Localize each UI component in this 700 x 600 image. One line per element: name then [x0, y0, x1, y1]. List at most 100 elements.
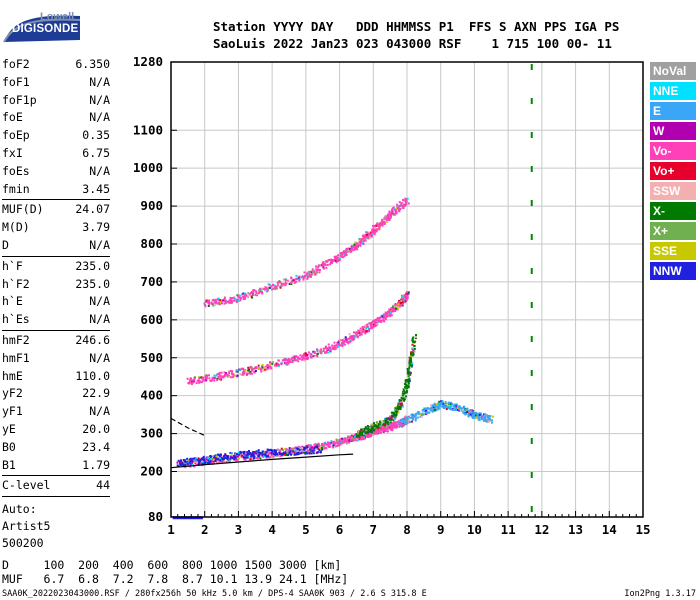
echo-point: [258, 454, 261, 457]
echo-point: [321, 446, 324, 449]
echo-point: [286, 452, 289, 455]
echo-point: [292, 450, 295, 453]
echo-point: [265, 451, 268, 454]
echo-point: [204, 377, 207, 380]
echo-point: [353, 439, 356, 442]
echo-point: [223, 454, 226, 457]
echo-point: [407, 381, 410, 384]
echo-point: [229, 457, 232, 460]
echo-point: [365, 327, 368, 330]
echo-point: [215, 300, 218, 303]
echo-point: [250, 366, 253, 369]
echo-point: [336, 346, 339, 349]
echo-point: [224, 299, 227, 302]
echo-point: [213, 379, 216, 382]
echo-point: [183, 460, 186, 463]
echo-point: [218, 301, 221, 304]
echo-point: [242, 292, 245, 295]
parameter-separator: [2, 255, 110, 257]
echo-point: [204, 375, 207, 378]
echo-point: [204, 461, 207, 464]
echo-point: [409, 371, 412, 374]
echo-point: [300, 276, 303, 279]
echo-point: [303, 353, 306, 356]
echo-point: [478, 416, 481, 419]
echo-point: [220, 377, 223, 380]
echo-point: [316, 451, 319, 454]
echo-point: [319, 350, 322, 353]
echo-point: [389, 425, 392, 428]
parameter-value: 1.79: [82, 457, 110, 472]
echo-point: [400, 302, 403, 305]
echo-point: [492, 415, 495, 418]
echo-point: [473, 416, 476, 419]
echo-point: [232, 373, 235, 376]
echo-point: [373, 429, 376, 432]
echo-point: [491, 419, 494, 422]
echo-point: [206, 457, 209, 460]
echo-point: [269, 456, 272, 459]
echo-point: [450, 401, 453, 404]
echo-point: [442, 404, 445, 407]
echo-point: [211, 462, 214, 465]
echo-point: [325, 350, 328, 353]
echo-point: [280, 284, 283, 287]
echo-point: [223, 457, 226, 460]
echo-point: [484, 413, 487, 416]
echo-point: [483, 413, 486, 416]
echo-point: [361, 331, 364, 334]
echo-point: [407, 291, 410, 294]
echo-point: [274, 451, 277, 454]
echo-point: [342, 256, 345, 259]
echo-point: [255, 452, 258, 455]
echo-point: [207, 459, 210, 462]
echo-point: [405, 379, 408, 382]
echo-point: [372, 422, 375, 425]
echo-point: [352, 437, 355, 440]
echo-point: [389, 313, 392, 316]
echo-point: [481, 414, 484, 417]
parameter-name: C-level: [2, 478, 51, 493]
echo-point: [252, 367, 255, 370]
echo-point: [242, 373, 245, 376]
echo-point: [226, 300, 229, 303]
parameter-separator: [2, 475, 110, 477]
echo-point: [374, 318, 377, 321]
echo-point: [308, 452, 311, 455]
echo-point: [410, 413, 413, 416]
echo-point: [478, 419, 481, 422]
echo-point: [353, 245, 356, 248]
echo-point: [208, 374, 211, 377]
echo-point: [353, 243, 356, 246]
echo-point: [291, 448, 294, 451]
parameter-name: foF1p: [2, 92, 37, 107]
echo-point: [358, 237, 361, 240]
echo-point: [392, 307, 395, 310]
echo-point: [472, 414, 475, 417]
echo-point: [188, 461, 191, 464]
echo-point: [391, 427, 394, 430]
echo-point: [486, 420, 489, 423]
echo-point: [382, 421, 385, 424]
parameter-value: N/A: [89, 163, 110, 178]
echo-point: [290, 453, 293, 456]
echo-point: [434, 408, 437, 411]
echo-point: [278, 453, 281, 456]
parameter-row: MUF(D) 24.07: [2, 201, 110, 219]
echo-point: [369, 427, 372, 430]
echo-point: [319, 446, 322, 449]
echo-point: [236, 374, 239, 377]
echo-point: [408, 415, 411, 418]
echo-point: [382, 313, 385, 316]
echo-point: [413, 350, 416, 353]
echo-point: [451, 408, 454, 411]
echo-point: [275, 285, 278, 288]
echo-point: [255, 367, 258, 370]
echo-point: [396, 203, 399, 206]
echo-point: [466, 409, 469, 412]
echo-point: [460, 409, 463, 412]
echo-point: [358, 433, 361, 436]
echo-point: [260, 290, 263, 293]
parameter-row: fmin 3.45: [2, 181, 110, 199]
echo-point: [347, 247, 350, 250]
